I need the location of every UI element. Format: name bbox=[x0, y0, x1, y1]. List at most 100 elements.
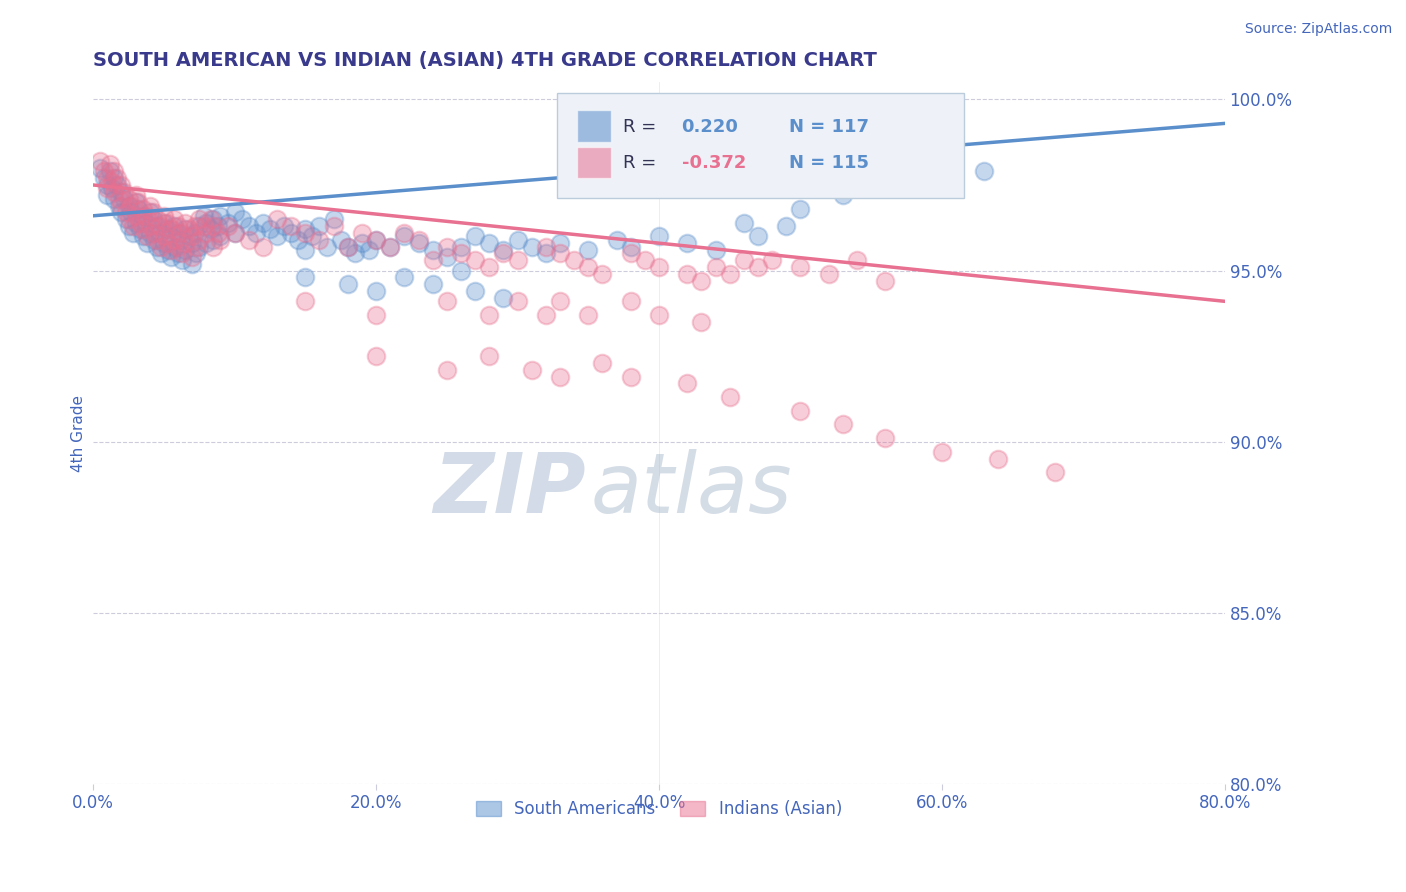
Point bbox=[188, 219, 211, 233]
Point bbox=[973, 164, 995, 178]
Point bbox=[188, 212, 211, 227]
Point bbox=[436, 239, 458, 253]
Point bbox=[209, 209, 232, 223]
Point bbox=[408, 236, 430, 251]
Point bbox=[648, 229, 671, 244]
Point bbox=[478, 349, 501, 363]
Point bbox=[163, 212, 186, 227]
Point bbox=[301, 229, 323, 244]
Point bbox=[186, 239, 208, 253]
Point bbox=[153, 229, 176, 244]
Point bbox=[364, 233, 387, 247]
Point bbox=[160, 250, 183, 264]
Point bbox=[620, 239, 643, 253]
Point bbox=[98, 164, 121, 178]
Point bbox=[548, 294, 571, 309]
Point bbox=[134, 216, 156, 230]
Point bbox=[450, 263, 472, 277]
Point bbox=[1043, 466, 1066, 480]
Point bbox=[157, 236, 180, 251]
Point bbox=[96, 178, 118, 192]
Point bbox=[167, 219, 190, 233]
Point bbox=[195, 226, 218, 240]
Point bbox=[548, 369, 571, 384]
Point bbox=[89, 161, 111, 175]
Point bbox=[146, 239, 169, 253]
Point bbox=[114, 205, 136, 219]
Point bbox=[100, 175, 122, 189]
Point bbox=[143, 233, 166, 247]
Point bbox=[620, 369, 643, 384]
Point bbox=[124, 195, 146, 210]
Point bbox=[128, 216, 150, 230]
Point bbox=[200, 212, 222, 227]
Point bbox=[184, 219, 207, 233]
Point bbox=[93, 164, 115, 178]
Point bbox=[704, 243, 727, 257]
Point bbox=[93, 171, 115, 186]
Point bbox=[450, 239, 472, 253]
Point bbox=[648, 260, 671, 274]
Point bbox=[188, 239, 211, 253]
Point bbox=[110, 198, 132, 212]
Point bbox=[831, 188, 853, 202]
Y-axis label: 4th Grade: 4th Grade bbox=[72, 394, 86, 472]
Point bbox=[931, 168, 953, 182]
Point bbox=[181, 250, 204, 264]
Text: N = 117: N = 117 bbox=[789, 118, 869, 136]
Point bbox=[576, 308, 599, 322]
Point bbox=[322, 212, 344, 227]
Point bbox=[124, 209, 146, 223]
Point bbox=[150, 239, 173, 253]
Point bbox=[831, 417, 853, 432]
Point bbox=[89, 154, 111, 169]
Point bbox=[775, 219, 797, 233]
Point bbox=[364, 233, 387, 247]
Text: SOUTH AMERICAN VS INDIAN (ASIAN) 4TH GRADE CORRELATION CHART: SOUTH AMERICAN VS INDIAN (ASIAN) 4TH GRA… bbox=[93, 51, 877, 70]
Point bbox=[181, 229, 204, 244]
Text: 0.220: 0.220 bbox=[682, 118, 738, 136]
Point bbox=[478, 260, 501, 274]
Point bbox=[202, 219, 225, 233]
Point bbox=[350, 236, 373, 251]
Point bbox=[184, 226, 207, 240]
Bar bbox=[578, 147, 612, 178]
Point bbox=[142, 212, 165, 227]
Point bbox=[139, 219, 162, 233]
Point bbox=[139, 198, 162, 212]
Point bbox=[789, 202, 811, 216]
Point bbox=[534, 246, 557, 260]
Point bbox=[153, 209, 176, 223]
Point bbox=[163, 219, 186, 233]
Point bbox=[273, 219, 295, 233]
Point bbox=[605, 233, 627, 247]
Point bbox=[492, 246, 515, 260]
Point bbox=[548, 246, 571, 260]
Point bbox=[394, 226, 416, 240]
Point bbox=[747, 260, 769, 274]
Point bbox=[506, 233, 529, 247]
Point bbox=[789, 260, 811, 274]
Point bbox=[245, 226, 267, 240]
Point bbox=[195, 216, 218, 230]
Point bbox=[120, 205, 142, 219]
Bar bbox=[578, 111, 612, 142]
Point bbox=[103, 185, 125, 199]
Point bbox=[343, 246, 366, 260]
Point bbox=[280, 226, 302, 240]
Point bbox=[96, 171, 118, 186]
Point bbox=[117, 198, 139, 212]
Point bbox=[179, 229, 201, 244]
Point bbox=[209, 229, 232, 244]
Point bbox=[193, 209, 215, 223]
Point bbox=[860, 181, 883, 195]
Point bbox=[422, 243, 444, 257]
Point bbox=[217, 219, 239, 233]
Point bbox=[350, 226, 373, 240]
Point bbox=[259, 222, 281, 236]
Point bbox=[534, 308, 557, 322]
Point bbox=[931, 445, 953, 459]
Point bbox=[704, 260, 727, 274]
Point bbox=[124, 188, 146, 202]
Point bbox=[153, 216, 176, 230]
